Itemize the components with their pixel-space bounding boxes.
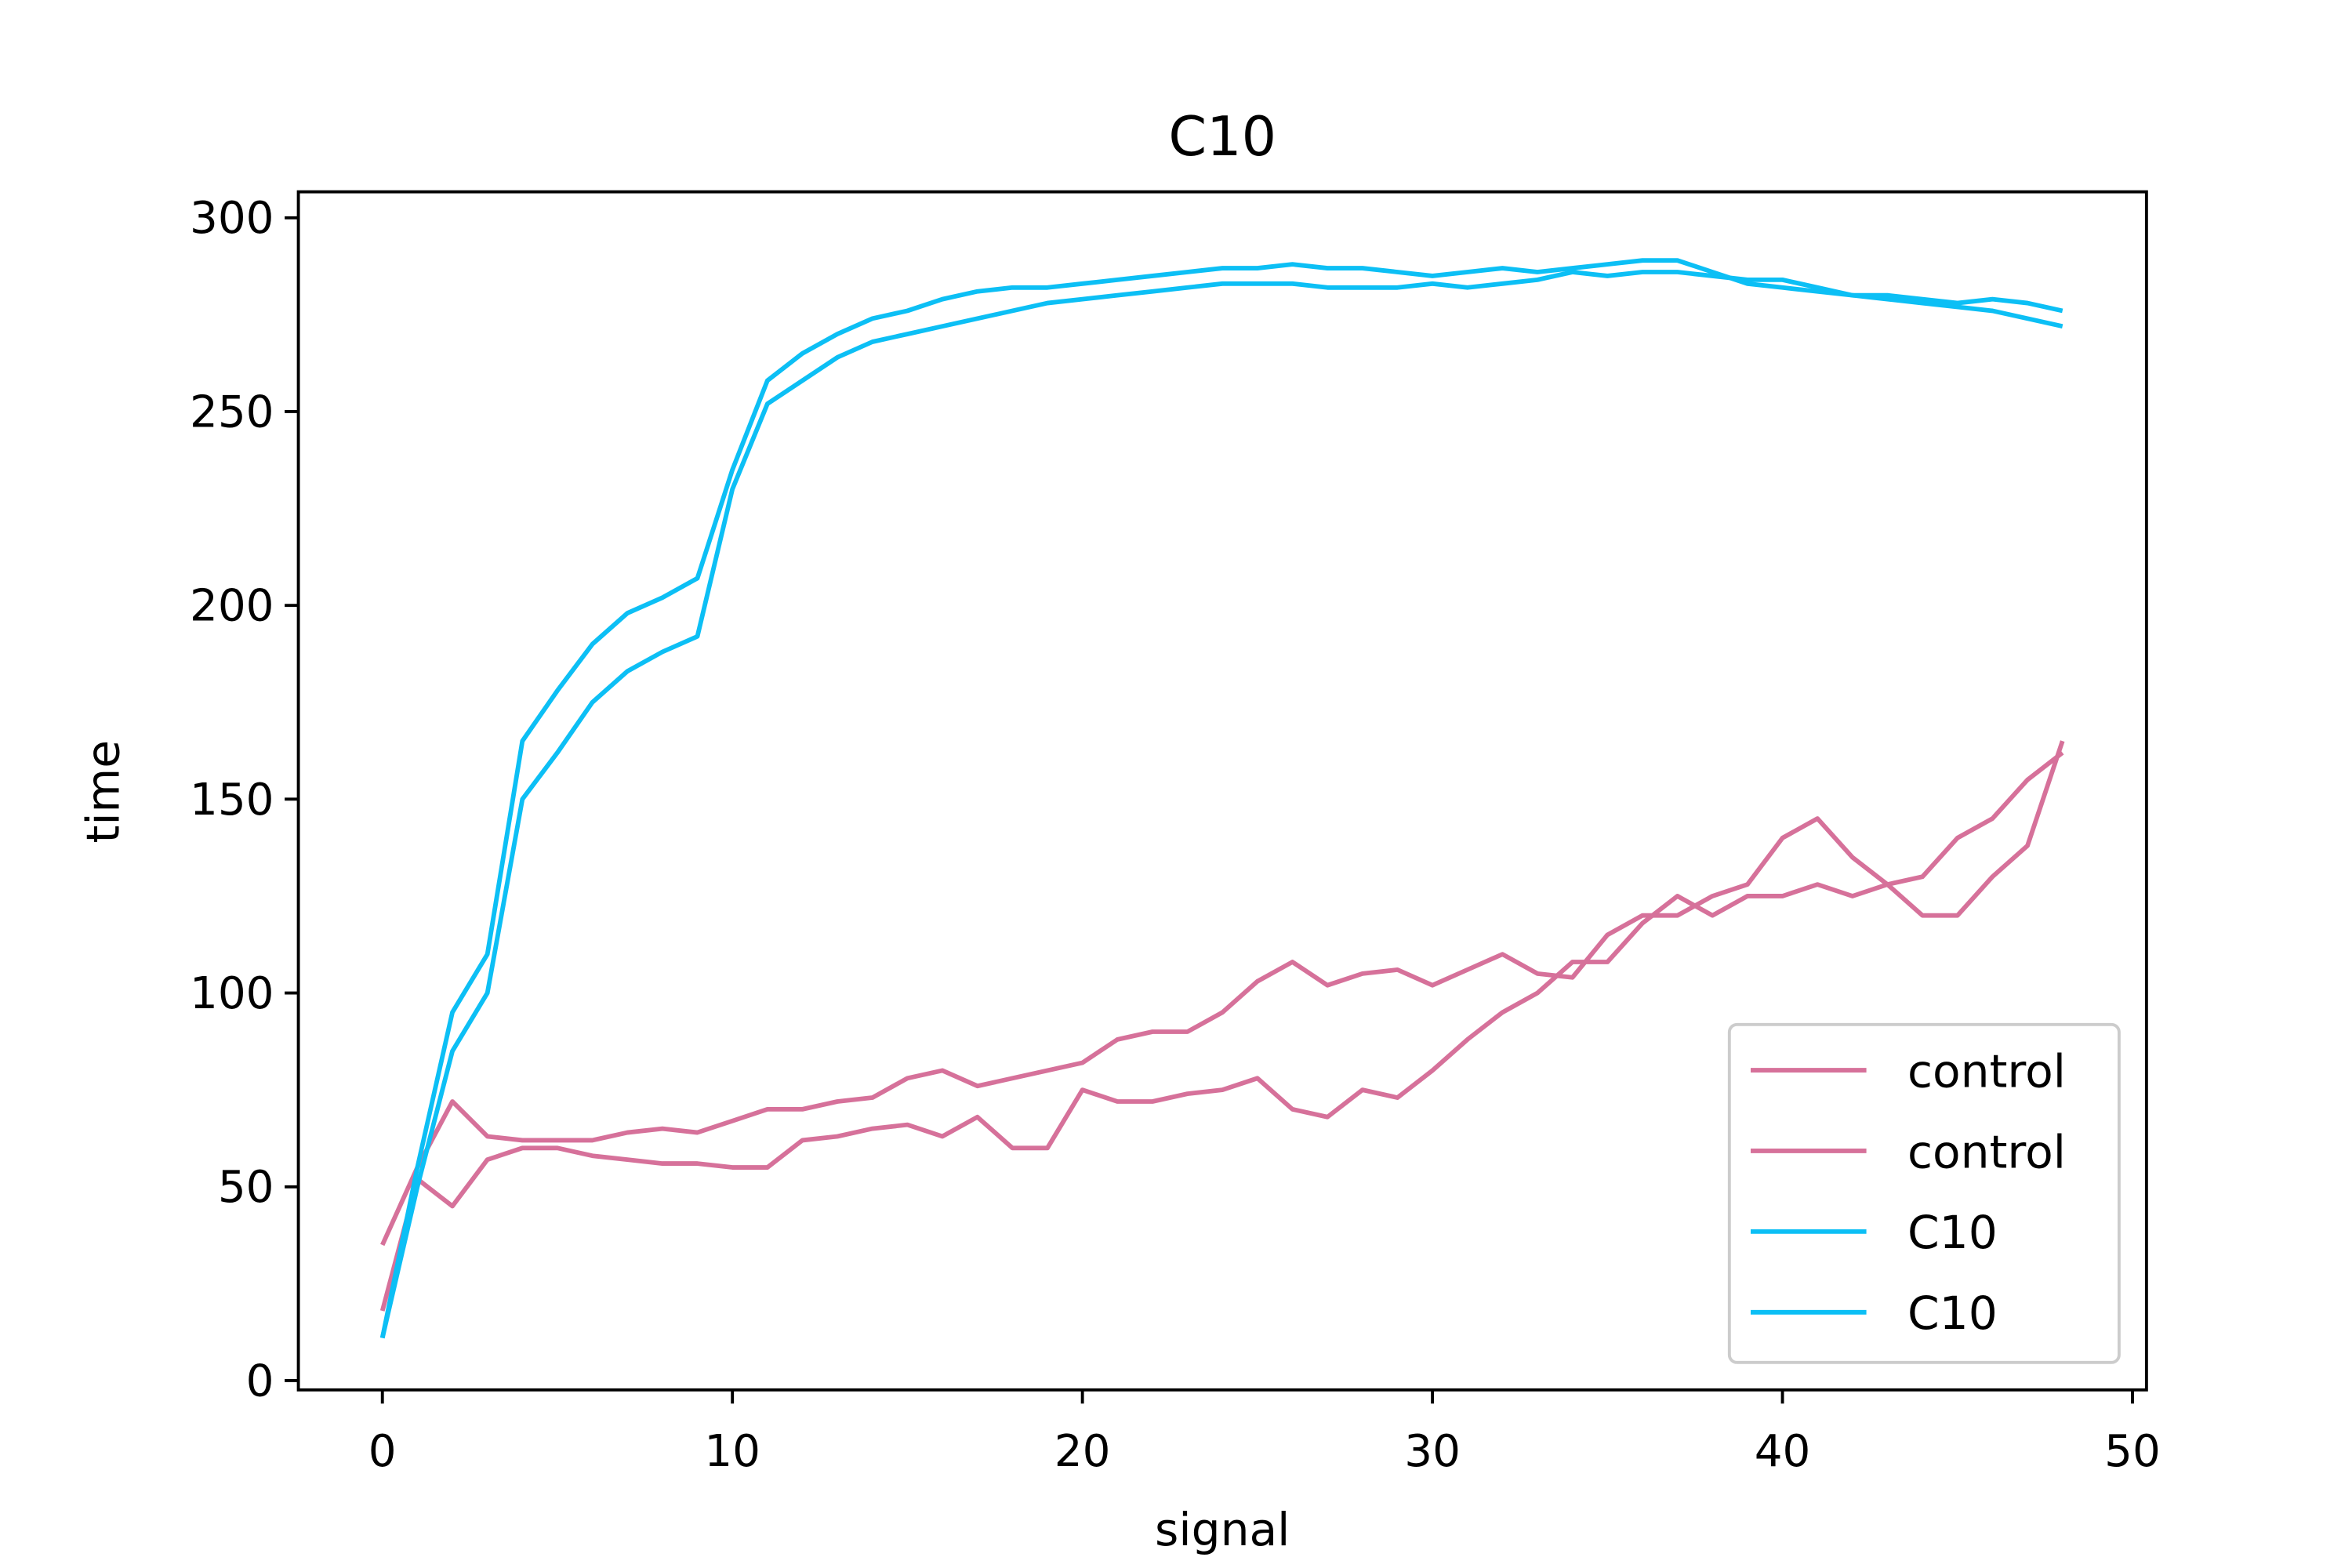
plot-frame bbox=[296, 190, 2148, 1392]
legend-box bbox=[1727, 1022, 2121, 1364]
y-tick-label: 300 bbox=[190, 193, 274, 244]
x-tick-label: 30 bbox=[1404, 1426, 1461, 1477]
y-tick-label: 200 bbox=[190, 581, 274, 632]
line-series bbox=[379, 270, 2063, 1339]
y-tick-label: 50 bbox=[218, 1162, 274, 1213]
chart-title: C10 bbox=[1168, 105, 1276, 169]
x-axis-label: signal bbox=[1155, 1503, 1290, 1556]
legend-label: C10 bbox=[1907, 1287, 1998, 1340]
line-series bbox=[380, 750, 2064, 1247]
legend-label: control bbox=[1907, 1125, 2066, 1178]
y-tick-label: 0 bbox=[246, 1356, 274, 1406]
line-series bbox=[379, 740, 2065, 1312]
line-series bbox=[379, 258, 2063, 1339]
y-tick-label: 100 bbox=[190, 968, 274, 1019]
y-axis-label: time bbox=[76, 740, 129, 844]
x-tick-label: 40 bbox=[1755, 1426, 1811, 1477]
x-tick-label: 0 bbox=[368, 1426, 397, 1477]
x-tick-label: 10 bbox=[704, 1426, 760, 1477]
x-tick-label: 50 bbox=[2104, 1426, 2161, 1477]
x-tick-label: 20 bbox=[1054, 1426, 1111, 1477]
y-tick-label: 250 bbox=[190, 387, 274, 437]
y-tick-label: 150 bbox=[190, 775, 274, 826]
legend-label: control bbox=[1907, 1044, 2066, 1098]
legend-label: C10 bbox=[1907, 1206, 1998, 1259]
